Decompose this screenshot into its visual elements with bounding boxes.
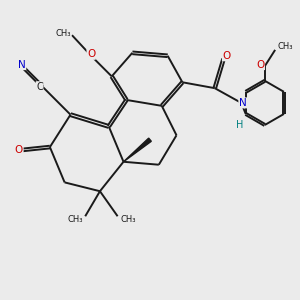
Text: N: N: [239, 98, 247, 108]
Polygon shape: [124, 138, 151, 162]
Text: O: O: [222, 51, 231, 61]
Text: H: H: [236, 120, 244, 130]
Text: CH₃: CH₃: [120, 215, 136, 224]
Text: CH₃: CH₃: [278, 42, 293, 51]
Text: O: O: [256, 60, 265, 70]
Text: CH₃: CH₃: [56, 29, 71, 38]
Text: O: O: [15, 145, 23, 155]
Text: O: O: [87, 49, 95, 59]
Text: N: N: [18, 60, 26, 70]
Text: C: C: [36, 82, 43, 92]
Text: CH₃: CH₃: [67, 215, 83, 224]
